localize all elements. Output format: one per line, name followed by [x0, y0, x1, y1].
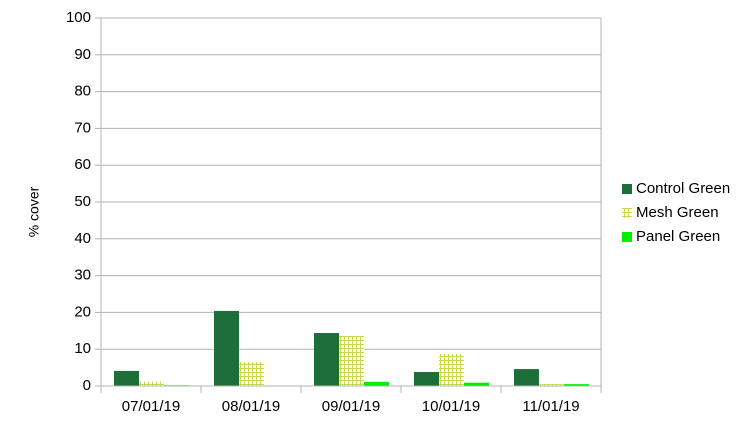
legend-label: Control Green [636, 180, 730, 197]
legend-label: Panel Green [636, 228, 720, 245]
y-tick-label: 100 [66, 9, 91, 26]
y-tick-label: 60 [74, 156, 91, 173]
y-tick-label: 70 [74, 119, 91, 136]
y-tick-label: 80 [74, 83, 91, 100]
legend-label: Mesh Green [636, 204, 719, 221]
bar [239, 362, 264, 386]
x-tick-label: 11/01/19 [522, 398, 579, 415]
bar [564, 384, 589, 386]
bar [364, 381, 389, 386]
y-tick-label: 30 [74, 267, 91, 284]
y-tick-label: 50 [74, 193, 91, 210]
bar [464, 382, 489, 386]
legend-swatch [622, 232, 632, 242]
y-axis-label: % cover [26, 186, 42, 237]
legend-swatch [622, 208, 632, 218]
y-tick-label: 90 [74, 46, 91, 63]
y-tick-label: 0 [83, 377, 91, 394]
bar [214, 310, 239, 386]
y-tick-label: 20 [74, 303, 91, 320]
bar [314, 333, 339, 386]
x-tick-label: 09/01/19 [322, 398, 380, 415]
x-tick-label: 08/01/19 [222, 398, 280, 415]
bar [514, 369, 539, 386]
bar [114, 370, 139, 386]
y-tick-label: 40 [74, 230, 91, 247]
bar [139, 381, 164, 386]
y-tick-label: 10 [74, 340, 91, 357]
bar [339, 335, 364, 386]
bar [439, 353, 464, 386]
x-tick-label: 07/01/19 [122, 398, 180, 415]
bar [414, 372, 439, 386]
legend-swatch [622, 184, 632, 194]
x-tick-label: 10/01/19 [422, 398, 480, 415]
bar [539, 384, 564, 386]
